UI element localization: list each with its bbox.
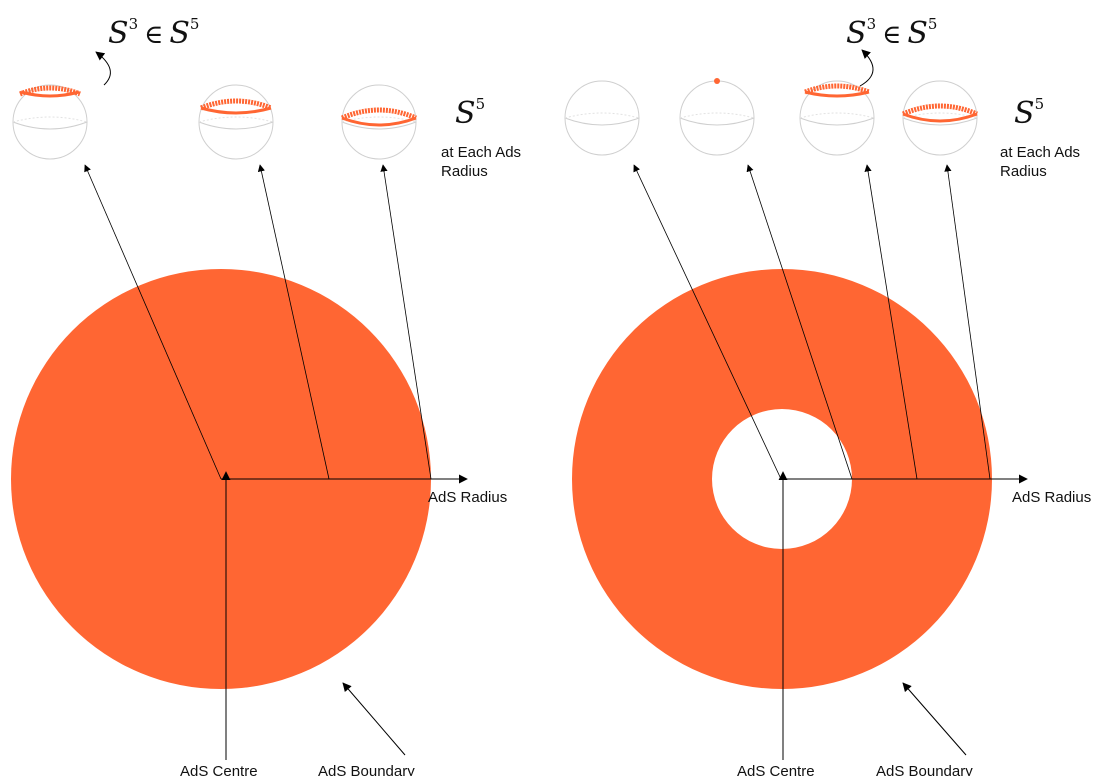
embedding-curved-arrow [860,50,873,86]
right-panel: AdS Radius AdS Centre AdS Boundary [565,15,1091,776]
sphere-icon [199,85,273,159]
degenerate-point [714,78,720,84]
boundary-arrow [903,683,966,755]
sphere-icon [565,81,639,155]
centre-label: AdS Centre [180,763,258,776]
sphere-caption-line2: Radius [441,163,488,180]
embedding-curved-arrow [96,52,110,85]
boundary-label: AdS Boundary [876,763,973,776]
radius-axis-label: AdS Radius [1012,489,1091,506]
sphere-caption-line2: Radius [1000,163,1047,180]
embedding-label: S3 ∈ S5 [846,15,937,51]
boundary-label: AdS Boundary [318,763,415,776]
sphere-icon [800,81,874,155]
sphere-label: S5 [1014,95,1044,131]
sphere-label: S5 [455,95,485,131]
sphere-icon [903,81,977,155]
radius-axis-label: AdS Radius [428,489,507,506]
sphere-caption-line1: at Each Ads [441,144,521,161]
sphere-icon [13,85,87,159]
boundary-arrow [343,683,405,755]
sphere-caption-line1: at Each Ads [1000,144,1080,161]
centre-label: AdS Centre [737,763,815,776]
sphere-icon [680,78,754,155]
sphere-icon [342,85,416,159]
embedding-label: S3 ∈ S5 [108,15,199,51]
left-panel: AdS Radius AdS Centre AdS Boundary [11,15,521,776]
